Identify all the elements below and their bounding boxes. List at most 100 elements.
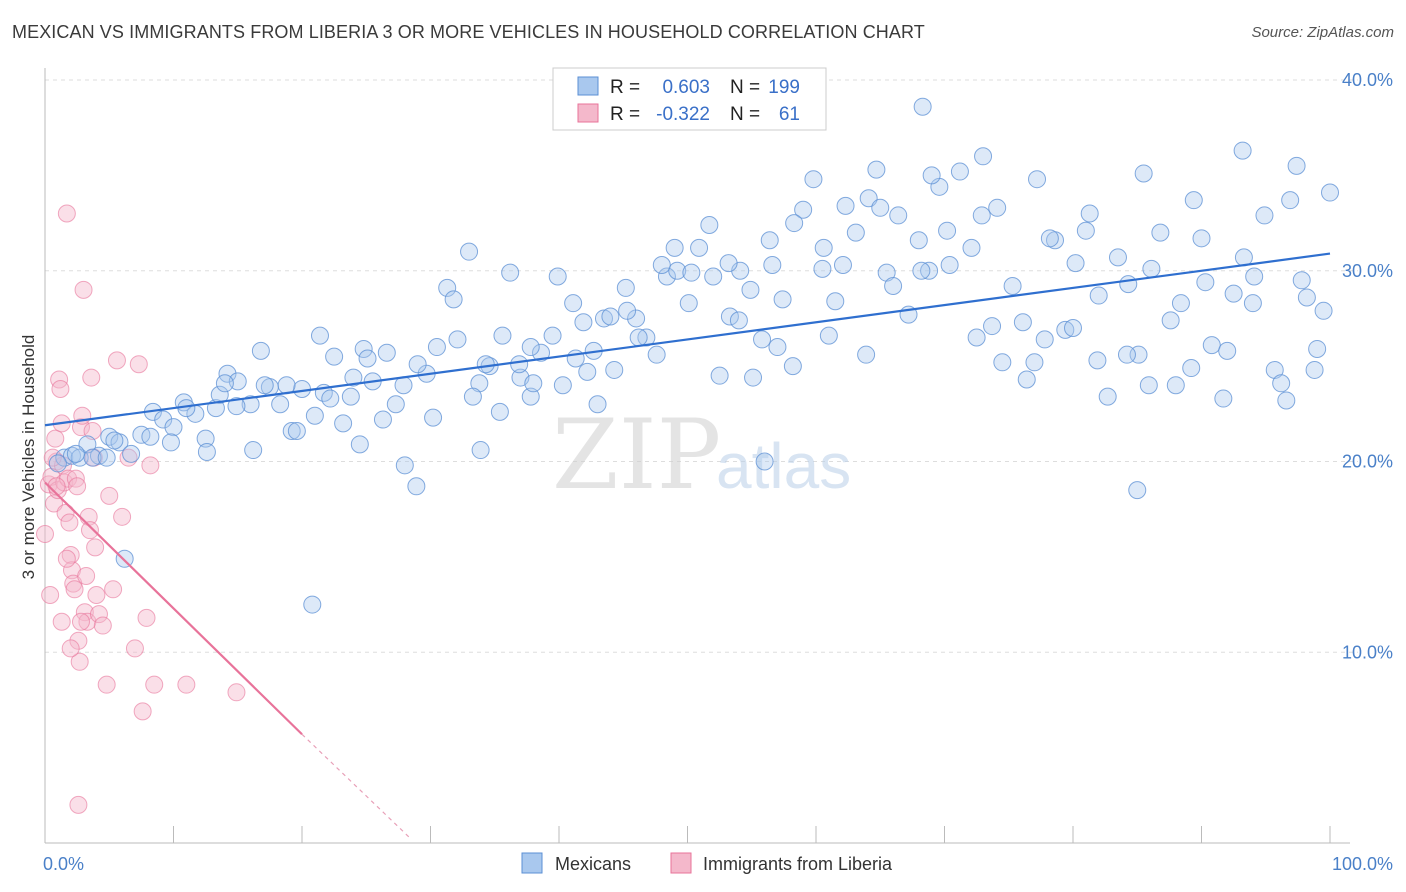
bottom-legend-swatch-liberia: [670, 852, 692, 874]
mexicans-point-139: [578, 362, 597, 381]
mexicans-point-102: [1108, 248, 1127, 267]
mexicans-point-201: [1134, 164, 1153, 183]
mexicans-point-44: [501, 263, 520, 282]
mexicans-point-176: [1166, 376, 1185, 395]
mexicans-point-91: [993, 353, 1012, 372]
mexicans-point-49: [553, 376, 572, 395]
y-tick-label-3: 30.0%: [1342, 261, 1393, 281]
y-tick-label-4: 40.0%: [1342, 70, 1393, 90]
mexicans-point-180: [66, 444, 85, 463]
mexicans-point-125: [1128, 481, 1147, 500]
mexicans-point-51: [574, 313, 593, 332]
mexicans-point-92: [1003, 277, 1022, 296]
mexicans-point-106: [1151, 223, 1170, 242]
mexicans-point-35: [407, 477, 426, 496]
mexicans-point-162: [444, 290, 463, 309]
x-tick-label-min: 0.0%: [43, 854, 84, 874]
mexicans-point-151: [1196, 273, 1215, 292]
liberia-point-50: [141, 456, 160, 475]
mexicans-point-40: [460, 242, 479, 261]
y-tick-label-1: 10.0%: [1342, 642, 1393, 662]
mexicans-point-200: [1080, 204, 1099, 223]
watermark-zip: ZIP: [552, 399, 721, 511]
mexicans-point-164: [548, 267, 567, 286]
mexicans-point-199: [1028, 170, 1047, 189]
mexicans-point-107: [1161, 311, 1180, 330]
mexicans-point-204: [1281, 191, 1300, 210]
mexicans-point-155: [97, 448, 116, 467]
watermark: ZIP atlas: [552, 399, 851, 511]
mexicans-point-195: [819, 326, 838, 345]
mexicans-point-64: [710, 366, 729, 385]
mexicans-point-118: [1277, 391, 1296, 410]
liberia-point-37: [87, 586, 106, 605]
mexicans-point-62: [690, 238, 709, 257]
mexicans-point-90: [983, 317, 1002, 336]
mexicans-point-209: [744, 368, 763, 387]
mexicans-point-27: [325, 347, 344, 366]
mexicans-point-70: [773, 290, 792, 309]
liberia-point-44: [113, 507, 132, 526]
mexicans-point-169: [813, 259, 832, 278]
mexicans-point-144: [833, 256, 852, 275]
mexicans-point-20: [251, 341, 270, 360]
mexicans-point-166: [652, 256, 671, 275]
mexicans-point-95: [1035, 330, 1054, 349]
mexicans-point-122: [1321, 183, 1339, 202]
liberia-point-41: [100, 486, 119, 505]
bottom-legend-liberia: Immigrants from Liberia: [703, 854, 893, 874]
mexicans-point-99: [1076, 221, 1095, 240]
mexicans-point-37: [427, 338, 446, 357]
legend-box: R = 0.603 N = 199 R = -0.322 N = 61: [552, 67, 827, 131]
mexicans-point-181: [105, 431, 124, 450]
mexicans-point-59: [657, 267, 676, 286]
mexicans-point-47: [532, 343, 551, 362]
mexicans-point-73: [804, 170, 823, 189]
mexicans-point-143: [785, 214, 804, 233]
liberia-point-42: [104, 580, 123, 599]
mexicans-point-174: [1064, 318, 1082, 337]
mexicans-point-33: [386, 395, 405, 414]
legend-n-label-2: N =: [730, 104, 760, 125]
liberia-point-14: [57, 204, 76, 223]
mexicans-point-198: [974, 147, 993, 166]
mexicans-point-29: [344, 368, 363, 387]
mexicans-point-130: [115, 549, 134, 568]
y-tick-label-2: 20.0%: [1342, 452, 1393, 472]
liberia-point-60: [47, 477, 66, 496]
mexicans-point-115: [1245, 267, 1264, 286]
mexicans-point-192: [665, 238, 684, 257]
mexicans-point-25: [305, 406, 324, 425]
mexicans-point-188: [463, 387, 482, 406]
mexicans-point-163: [493, 326, 512, 345]
mexicans-point-108: [1171, 294, 1190, 313]
mexicans-point-177: [1218, 341, 1237, 360]
mexicans-point-145: [884, 277, 903, 296]
mexicans-point-111: [1202, 336, 1221, 355]
mexicans-point-89: [972, 206, 991, 225]
liberia-point-29: [77, 566, 96, 585]
mexicans-point-9: [132, 425, 151, 444]
chart-source: Source: ZipAtlas.com: [1251, 24, 1394, 41]
liberia-point-1: [36, 524, 54, 543]
mexicans-point-101: [1098, 387, 1117, 406]
liberia-point-5: [46, 429, 65, 448]
mexicans-point-136: [424, 408, 443, 427]
mexicans-point-175: [1117, 345, 1136, 364]
liberia-point-32: [80, 521, 99, 540]
mexicans-point-150: [1142, 259, 1161, 278]
bottom-legend-mexicans: Mexicans: [555, 854, 631, 874]
mexicans-point-12: [164, 418, 183, 437]
mexicans-point-138: [524, 374, 543, 393]
mexicans-point-153: [1292, 271, 1311, 290]
mexicans-point-50: [564, 294, 583, 313]
mexicans-point-183: [210, 385, 229, 404]
liberia-point-61: [71, 612, 90, 631]
liberia-trend-line-extension: [301, 733, 412, 840]
mexicans-point-159: [287, 421, 306, 440]
mexicans-point-168: [760, 231, 779, 250]
mexicans-point-83: [909, 231, 928, 250]
mexicans-point-141: [682, 263, 701, 282]
mexicans-point-75: [826, 292, 845, 311]
